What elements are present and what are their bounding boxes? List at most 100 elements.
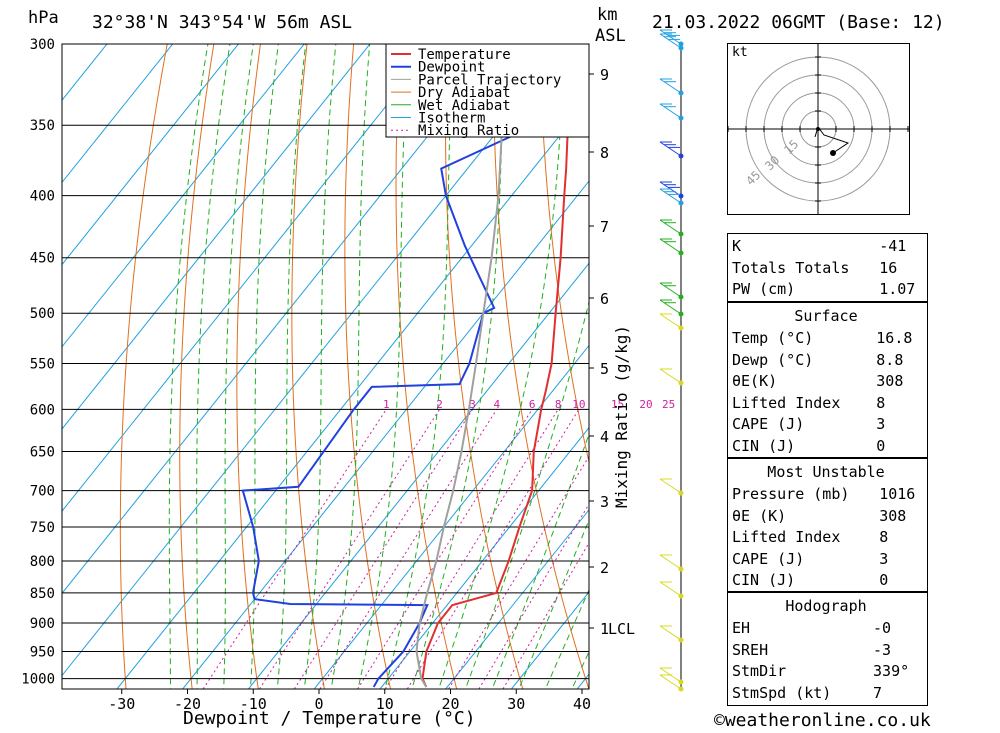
mixing-ratio-value: 20 <box>639 398 652 411</box>
wet-adiabat-line <box>276 44 307 689</box>
most-unstable-title: Most Unstable <box>767 463 885 481</box>
row-label: StmSpd (kt) <box>732 683 832 702</box>
row-label: Lifted Index <box>732 528 841 546</box>
row-value: 0 <box>876 436 886 455</box>
pressure-tick-label: 750 <box>30 520 55 536</box>
wind-barb-staff <box>659 103 682 119</box>
index-value: 16 <box>879 258 898 277</box>
dry-adiabat-line <box>680 44 720 689</box>
wet-adiabat-line <box>571 650 589 689</box>
dry-adiabat-line <box>344 44 392 689</box>
isotherm-line <box>313 344 589 689</box>
hodo-row: SREH -3 <box>728 640 927 662</box>
row-label: CIN (J) <box>732 436 796 455</box>
wind-barb-staff <box>659 554 682 570</box>
row-value: 3 <box>876 415 886 433</box>
row-value: 0 <box>879 571 889 589</box>
isotherm-line <box>62 44 503 595</box>
mixing-ratio-line <box>319 409 498 689</box>
legend-label: Dry Adiabat <box>418 85 511 101</box>
wet-adiabat-line <box>223 44 254 689</box>
footer-credit[interactable]: ©weatheronline.co.uk <box>714 710 931 731</box>
row-value: 1016 <box>879 485 916 503</box>
pressure-tick-label: 300 <box>30 37 55 53</box>
x-tick-label: -30 <box>108 695 135 713</box>
wet-adiabat-line <box>544 588 589 689</box>
index-row: Totals Totals 16 <box>728 258 927 280</box>
row-label: CAPE (J) <box>732 549 805 568</box>
dry-adiabat-line <box>395 44 458 689</box>
km-tick-label: 3 <box>600 493 609 511</box>
mixing-ratio-value: 10 <box>572 398 585 411</box>
wet-adiabat-line <box>518 518 589 689</box>
mixing-ratio-value: 8 <box>555 398 562 411</box>
row-label: θE(K) <box>732 372 778 390</box>
row-value: 308 <box>876 372 904 390</box>
isotherm-line <box>379 426 589 689</box>
mixing-ratio-value: 2 <box>436 398 443 411</box>
wet-adiabat-line <box>464 299 589 689</box>
km-unit: km <box>597 5 618 25</box>
isotherm-line <box>62 44 240 266</box>
surface-row: θE(K) 308 <box>728 371 927 393</box>
isotherm-line <box>62 44 108 101</box>
dry-adiabat-line <box>119 44 168 689</box>
legend-label: Mixing Ratio <box>418 123 519 139</box>
isotherm-line <box>62 44 568 677</box>
legend-label: Isotherm <box>418 111 485 127</box>
hodo-row: EH -0 <box>728 618 927 640</box>
isotherm-line <box>62 44 371 430</box>
x-tick-label: 0 <box>314 695 323 713</box>
pressure-tick-label: 850 <box>30 586 55 602</box>
dry-adiabat-line <box>236 44 261 689</box>
row-label: θE (K) <box>732 506 787 525</box>
mu-row: Lifted Index 8 <box>728 527 927 549</box>
wind-barb-staff <box>659 313 682 329</box>
most-unstable-box: Most Unstable Pressure (mb) 1016 θE (K) 30… <box>727 457 928 593</box>
pressure-unit: hPa <box>28 8 59 28</box>
mixing-ratio-line <box>357 409 533 689</box>
hodograph-storm-motion <box>830 150 836 156</box>
wind-barb-staff <box>659 625 682 641</box>
surface-row: Dewp (°C) 8.8 <box>728 350 927 372</box>
index-value: 1.07 <box>879 280 916 298</box>
wind-barb-staff <box>659 581 682 597</box>
surface-box: Surface Temp (°C) 16.8 Dewp (°C) 8.8 θE(K)… <box>727 301 928 459</box>
isotherm-line <box>247 262 589 689</box>
surface-row: Lifted Index 8 <box>728 393 927 415</box>
legend-label: Dewpoint <box>418 60 485 76</box>
km-tick-label: 1 <box>600 620 609 638</box>
row-value: 16.8 <box>876 329 913 347</box>
mixing-ratio-value: 25 <box>662 398 675 411</box>
mixing-ratio-value: 1 <box>383 398 390 411</box>
mixing-ratio-value: 15 <box>611 398 624 411</box>
mixing-ratio-line <box>502 541 589 689</box>
pressure-tick-label: 650 <box>30 445 55 461</box>
row-value: 339° <box>873 662 910 680</box>
pressure-tick-label: 950 <box>30 645 55 661</box>
index-row: PW (cm) 1.07 <box>728 279 927 301</box>
row-value: 308 <box>879 506 907 525</box>
indices-table: K -41 Totals Totals 16 PW (cm) 1.07 <box>728 236 927 301</box>
isotherm-line <box>62 44 305 348</box>
row-value: 3 <box>879 549 889 568</box>
hodo-row: StmSpd (kt) 7 <box>728 683 927 705</box>
x-axis-label: Dewpoint / Temperature (°C) <box>183 708 476 729</box>
km-tick-label: 8 <box>600 144 609 162</box>
km-tick-label: 7 <box>600 218 609 236</box>
isotherm-line <box>116 98 589 689</box>
mu-row: θE (K) 308 <box>728 506 927 528</box>
x-tick-label: -10 <box>240 695 267 713</box>
legend-label: Wet Adiabat <box>418 98 511 114</box>
mixing-ratio-line <box>478 503 589 689</box>
mixing-ratio-line <box>448 455 589 689</box>
row-value: 7 <box>873 683 883 702</box>
row-value: 8.8 <box>876 350 904 369</box>
pressure-tick-label: 800 <box>30 554 55 570</box>
row-value: 8 <box>879 528 889 546</box>
mixing-ratio-value: 6 <box>529 398 536 411</box>
hodograph-box: Hodograph EH -0 SREH -3 StmDir 339° StmSpd … <box>727 591 928 706</box>
row-label: Temp (°C) <box>732 329 814 347</box>
